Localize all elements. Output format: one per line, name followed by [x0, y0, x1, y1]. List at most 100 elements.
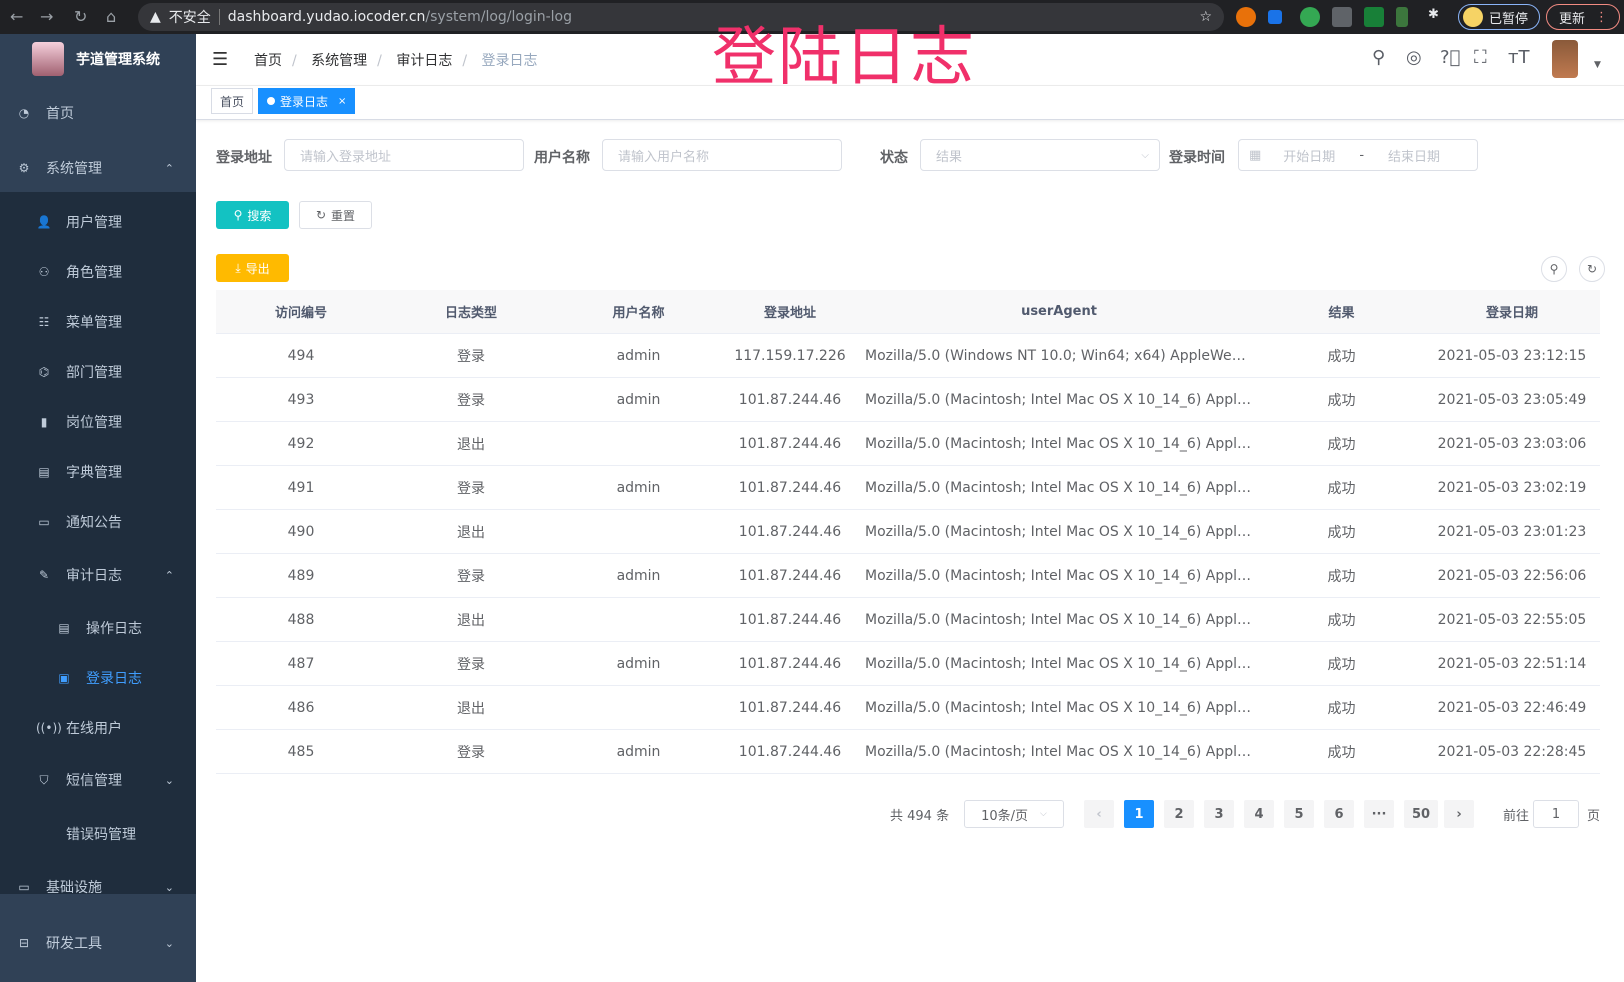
profile-button[interactable]: 已暂停	[1458, 4, 1540, 30]
close-icon[interactable]: ×	[338, 95, 347, 107]
search-icon[interactable]: ⚲	[1372, 47, 1386, 68]
dashboard-icon: ◔	[18, 106, 30, 120]
extension-icon[interactable]	[1268, 10, 1282, 24]
sidebar-item[interactable]: ⚙ 系统管理 ⌃	[0, 143, 196, 193]
sidebar-item[interactable]: ⚇ 角色管理	[0, 247, 196, 297]
toggle-search-button[interactable]: ⚲	[1541, 256, 1567, 282]
puzzle-icon[interactable]: ✱	[1428, 7, 1439, 22]
table-row[interactable]: 488 退出 101.87.244.46 Mozilla/5.0 (Macintosh…	[216, 598, 1600, 642]
tag-home[interactable]: 首页	[211, 88, 254, 114]
avatar[interactable]	[1552, 40, 1578, 78]
navbar: ☰ 首页 / 系统管理 / 审计日志 / 登录日志 ⚲ ◎ ?⃝ ⛶ ᴛT ▼	[196, 34, 1624, 86]
table-row[interactable]: 491 登录 admin 101.87.244.46 Mozilla/5.0 (Maci…	[216, 466, 1600, 510]
extension-icon[interactable]	[1300, 7, 1320, 27]
sidebar-item-label: 研发工具	[46, 936, 102, 952]
ip-input[interactable]: 请输入登录地址	[284, 139, 524, 171]
sidebar-item[interactable]: ⌬ 部门管理	[0, 347, 196, 397]
table-row[interactable]: 485 登录 admin 101.87.244.46 Mozilla/5.0 (Maci…	[216, 730, 1600, 774]
table-cell: 2021-05-03 23:03:06	[1437, 435, 1587, 452]
search-button[interactable]: ⚲ 搜索	[216, 201, 289, 229]
tree-table-icon: ☷	[38, 315, 50, 329]
status-select[interactable]: 结果 ⌵	[920, 139, 1160, 171]
table-cell: admin	[616, 347, 661, 364]
sidebar-item[interactable]: ☷ 菜单管理	[0, 297, 196, 347]
table-row[interactable]: 489 登录 admin 101.87.244.46 Mozilla/5.0 (Maci…	[216, 554, 1600, 598]
sidebar-item[interactable]: ▭ 基础设施 ⌄	[0, 862, 196, 912]
goto-page-input[interactable]: 1	[1533, 800, 1579, 828]
sidebar-item-label: 登录日志	[86, 671, 142, 687]
next-page-button[interactable]: ›	[1444, 800, 1474, 828]
table-row[interactable]: 487 登录 admin 101.87.244.46 Mozilla/5.0 (Maci…	[216, 642, 1600, 686]
star-icon[interactable]: ☆	[1199, 9, 1212, 25]
extension-icon[interactable]	[1364, 7, 1384, 27]
back-icon[interactable]: ←	[10, 7, 24, 26]
page-button[interactable]: 1	[1124, 800, 1154, 828]
sidebar-item[interactable]: ▣ 登录日志	[0, 653, 196, 703]
status-label: 状态	[880, 150, 908, 166]
table-row[interactable]: 493 登录 admin 101.87.244.46 Mozilla/5.0 (Maci…	[216, 378, 1600, 422]
sidebar-item[interactable]: ◔ 首页	[0, 88, 196, 138]
table-row[interactable]: 492 退出 101.87.244.46 Mozilla/5.0 (Macintosh…	[216, 422, 1600, 466]
page-button[interactable]: 5	[1284, 800, 1314, 828]
sidebar-item[interactable]: ▤ 字典管理	[0, 447, 196, 497]
column-header: 用户名称	[612, 306, 665, 321]
caret-down-icon[interactable]: ▼	[1594, 60, 1601, 70]
sidebar-item[interactable]: 错误码管理	[0, 809, 196, 859]
address-bar[interactable]: ▲ 不安全 dashboard.yudao.iocoder.cn/system/…	[138, 3, 1224, 31]
sidebar-item[interactable]: ⊟ 研发工具 ⌄	[0, 918, 196, 968]
table-cell: 2021-05-03 23:01:23	[1437, 523, 1587, 540]
github-icon[interactable]: ◎	[1406, 47, 1422, 68]
page-button[interactable]: 3	[1204, 800, 1234, 828]
chevron-left-icon: ‹	[1096, 806, 1102, 822]
page-button[interactable]: 2	[1164, 800, 1194, 828]
page-button[interactable]: 6	[1324, 800, 1354, 828]
sidebar-item[interactable]: ▤ 操作日志	[0, 603, 196, 653]
sidebar-item[interactable]: 👤 用户管理	[0, 197, 196, 247]
help-icon[interactable]: ?⃝	[1440, 47, 1461, 68]
page-button[interactable]: ···	[1364, 800, 1394, 828]
forward-icon[interactable]: →	[40, 7, 54, 26]
reset-button[interactable]: ↻ 重置	[299, 201, 372, 229]
calendar-icon: ▦	[1249, 147, 1262, 163]
username-input[interactable]: 请输入用户名称	[602, 139, 842, 171]
extension-icon[interactable]	[1396, 7, 1408, 27]
font-size-icon[interactable]: ᴛT	[1508, 47, 1530, 68]
sidebar-item[interactable]: ⛉ 短信管理 ⌄	[0, 755, 196, 805]
reset-label: 重置	[331, 208, 356, 223]
export-button[interactable]: ⤓ 导出	[216, 254, 289, 282]
sidebar-item-label: 系统管理	[46, 161, 102, 177]
sidebar-item[interactable]: ▮ 岗位管理	[0, 397, 196, 447]
refresh-button[interactable]: ↻	[1579, 256, 1605, 282]
breadcrumb-item[interactable]: 首页	[254, 53, 282, 69]
sidebar-item[interactable]: ((•)) 在线用户	[0, 703, 196, 753]
reload-icon[interactable]: ↻	[74, 7, 88, 26]
table-row[interactable]: 490 退出 101.87.244.46 Mozilla/5.0 (Macintosh…	[216, 510, 1600, 554]
table-cell: 117.159.17.226	[734, 347, 846, 364]
sidebar-item[interactable]: ✎ 审计日志 ⌃	[0, 550, 196, 600]
warning-icon: ▲	[150, 9, 161, 25]
ip-label: 登录地址	[216, 150, 272, 166]
column-header: 结果	[1328, 306, 1355, 321]
table-row[interactable]: 494 登录 admin 117.159.17.226 Mozilla/5.0 (Win…	[216, 334, 1600, 378]
update-button[interactable]: 更新 ⋮	[1546, 4, 1620, 30]
status-placeholder: 结果	[936, 149, 963, 165]
overlay-title: 登陆日志	[712, 21, 976, 95]
logo	[32, 42, 64, 76]
prev-page-button[interactable]: ‹	[1084, 800, 1114, 828]
page-button[interactable]: 4	[1244, 800, 1274, 828]
fullscreen-icon[interactable]: ⛶	[1474, 47, 1487, 68]
sidebar-item[interactable]: ▭ 通知公告	[0, 497, 196, 547]
hamburger-icon[interactable]: ☰	[212, 49, 229, 70]
start-date[interactable]: 开始日期	[1283, 149, 1336, 165]
table-cell: 成功	[1327, 480, 1356, 497]
table-row[interactable]: 486 退出 101.87.244.46 Mozilla/5.0 (Macintosh…	[216, 686, 1600, 730]
tag-login-log[interactable]: 登录日志 ×	[258, 88, 356, 114]
sidebar-item-label: 字典管理	[66, 465, 122, 481]
extension-icon[interactable]	[1236, 7, 1256, 27]
extension-icon[interactable]	[1332, 7, 1352, 27]
page-button[interactable]: 50	[1404, 800, 1438, 828]
date-range-picker[interactable]: ▦ 开始日期 - 结束日期	[1238, 139, 1478, 171]
home-icon[interactable]: ⌂	[106, 7, 117, 26]
page-size-select[interactable]: 10条/页 ⌵	[964, 800, 1064, 828]
end-date[interactable]: 结束日期	[1388, 149, 1441, 165]
